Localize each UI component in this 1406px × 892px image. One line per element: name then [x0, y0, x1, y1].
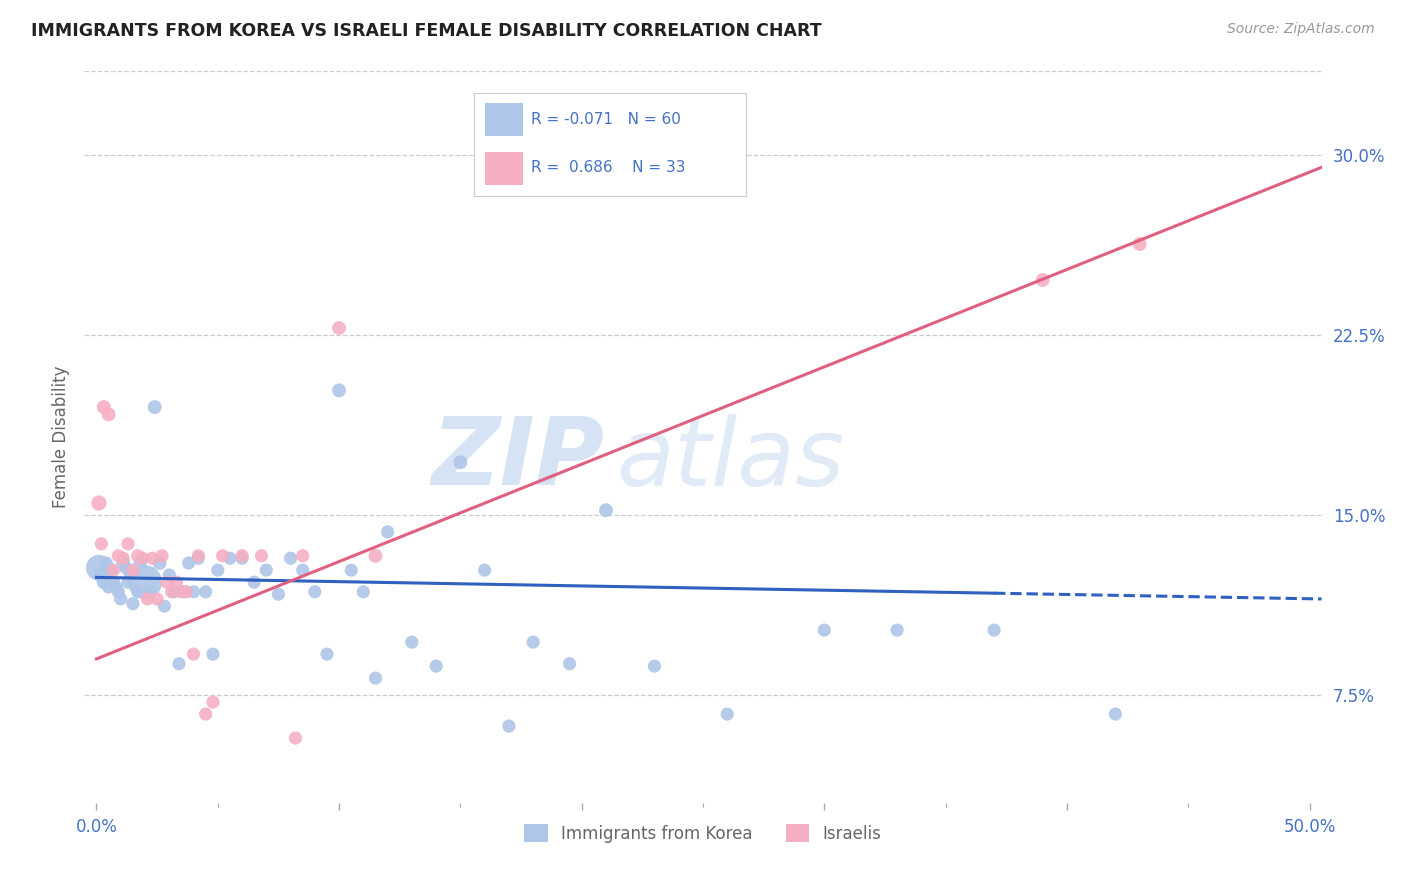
- Point: [122, 563, 145, 577]
- Point: [254, 563, 277, 577]
- Point: [886, 623, 908, 637]
- Point: [716, 707, 738, 722]
- Point: [328, 384, 350, 398]
- Point: [166, 575, 188, 590]
- Point: [291, 549, 314, 563]
- Point: [117, 537, 139, 551]
- Point: [449, 455, 471, 469]
- Point: [136, 591, 159, 606]
- Point: [156, 575, 179, 590]
- Text: IMMIGRANTS FROM KOREA VS ISRAELI FEMALE DISABILITY CORRELATION CHART: IMMIGRANTS FROM KOREA VS ISRAELI FEMALE …: [31, 22, 821, 40]
- Point: [267, 587, 290, 601]
- Point: [112, 551, 135, 566]
- Point: [1129, 237, 1152, 252]
- Point: [304, 584, 326, 599]
- Point: [87, 561, 110, 575]
- Text: atlas: atlas: [616, 414, 845, 505]
- Point: [112, 556, 135, 570]
- Point: [522, 635, 544, 649]
- Point: [187, 551, 209, 566]
- Point: [103, 563, 125, 577]
- Point: [93, 575, 115, 590]
- Point: [148, 556, 170, 570]
- Point: [170, 584, 193, 599]
- Point: [250, 549, 273, 563]
- Point: [139, 584, 162, 599]
- Point: [90, 537, 112, 551]
- Point: [328, 321, 350, 335]
- Point: [364, 671, 387, 685]
- Point: [231, 551, 253, 566]
- Point: [127, 584, 149, 599]
- Point: [983, 623, 1005, 637]
- Point: [316, 647, 339, 661]
- Point: [474, 563, 496, 577]
- Point: [187, 549, 209, 563]
- Point: [201, 695, 224, 709]
- Point: [127, 549, 149, 563]
- Point: [174, 584, 197, 599]
- Point: [498, 719, 520, 733]
- Point: [143, 400, 166, 414]
- Point: [558, 657, 581, 671]
- Point: [146, 591, 169, 606]
- Point: [173, 584, 195, 599]
- Point: [97, 407, 120, 421]
- Point: [284, 731, 307, 745]
- Point: [150, 549, 173, 563]
- Point: [114, 561, 136, 575]
- Point: [129, 556, 152, 570]
- Point: [90, 568, 112, 582]
- Point: [352, 584, 374, 599]
- Point: [122, 597, 145, 611]
- Point: [1032, 273, 1054, 287]
- Point: [167, 657, 190, 671]
- Point: [134, 575, 156, 590]
- Point: [183, 584, 205, 599]
- Point: [183, 647, 205, 661]
- Point: [340, 563, 363, 577]
- Point: [243, 575, 266, 590]
- Point: [93, 400, 115, 414]
- Point: [425, 659, 447, 673]
- Point: [163, 584, 186, 599]
- Point: [157, 568, 180, 582]
- Y-axis label: Female Disability: Female Disability: [52, 366, 70, 508]
- Point: [87, 496, 110, 510]
- Point: [219, 551, 242, 566]
- Point: [96, 556, 118, 570]
- Point: [401, 635, 423, 649]
- Point: [131, 551, 153, 566]
- Point: [103, 575, 125, 590]
- Point: [201, 647, 224, 661]
- Point: [231, 549, 253, 563]
- Point: [1104, 707, 1126, 722]
- Point: [153, 599, 176, 614]
- Text: Source: ZipAtlas.com: Source: ZipAtlas.com: [1227, 22, 1375, 37]
- Point: [377, 524, 399, 539]
- Point: [141, 551, 163, 566]
- Point: [97, 580, 120, 594]
- Point: [813, 623, 835, 637]
- Point: [110, 591, 132, 606]
- Point: [291, 563, 314, 577]
- Point: [194, 707, 217, 722]
- Point: [211, 549, 233, 563]
- Point: [107, 549, 129, 563]
- Point: [100, 563, 122, 577]
- Point: [177, 556, 200, 570]
- Point: [207, 563, 229, 577]
- Point: [107, 584, 129, 599]
- Point: [364, 549, 387, 563]
- Point: [643, 659, 665, 673]
- Point: [160, 584, 183, 599]
- Point: [595, 503, 617, 517]
- Legend: Immigrants from Korea, Israelis: Immigrants from Korea, Israelis: [517, 818, 889, 849]
- Point: [280, 551, 302, 566]
- Point: [104, 580, 127, 594]
- Point: [120, 568, 142, 582]
- Text: ZIP: ZIP: [432, 413, 605, 505]
- Point: [117, 575, 139, 590]
- Point: [194, 584, 217, 599]
